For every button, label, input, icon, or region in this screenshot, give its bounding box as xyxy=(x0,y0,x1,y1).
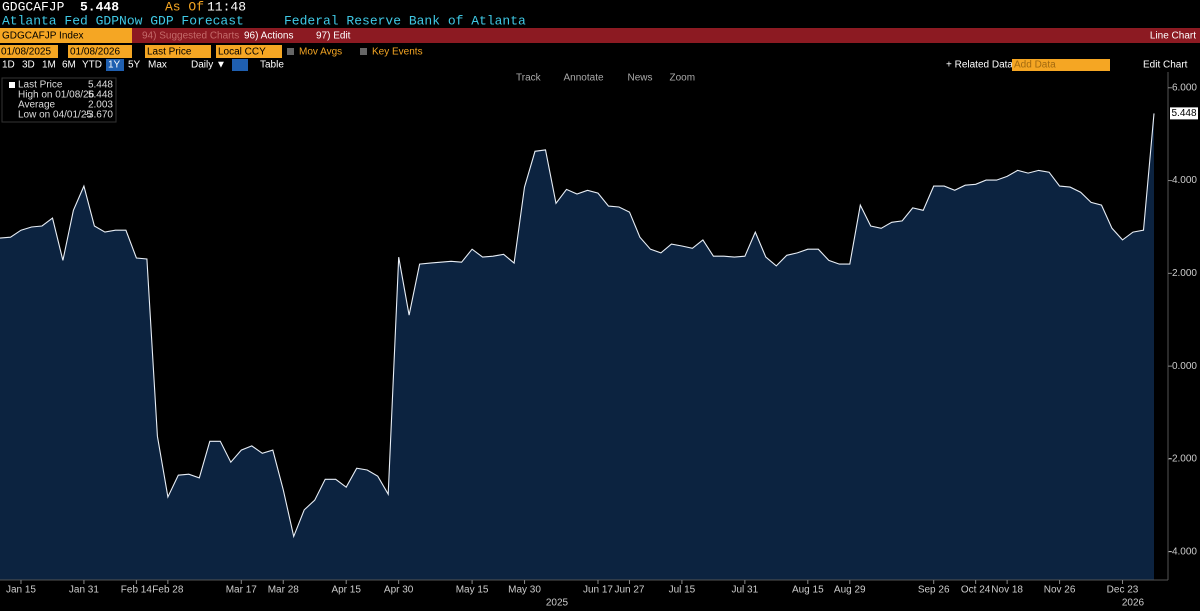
period[interactable]: Max xyxy=(148,60,167,71)
x-tick-label: May 30 xyxy=(508,585,541,596)
add-data-box[interactable] xyxy=(1012,59,1110,71)
source: Federal Reserve Bank of Atlanta xyxy=(284,13,526,28)
period[interactable]: 1M xyxy=(42,60,56,71)
x-tick-label: May 15 xyxy=(456,585,489,596)
period[interactable]: 1D xyxy=(2,60,15,71)
field[interactable]: Last Price xyxy=(147,47,192,58)
period[interactable]: 1Y xyxy=(108,60,121,71)
x-tick-label: Mar 28 xyxy=(268,585,300,596)
add-data[interactable]: Add Data xyxy=(1014,60,1056,71)
x-tick-label: Jan 15 xyxy=(6,585,36,596)
description: Atlanta Fed GDPNow GDP Forecast xyxy=(2,13,244,28)
line-icon[interactable] xyxy=(232,59,248,71)
period[interactable]: YTD xyxy=(82,60,102,71)
start-box[interactable] xyxy=(0,45,58,58)
actions[interactable]: 96) Actions xyxy=(244,31,293,42)
ccy-box[interactable] xyxy=(216,45,282,58)
checkbox[interactable] xyxy=(287,48,294,55)
start-date[interactable]: 01/08/2025 xyxy=(1,47,51,58)
year-label: 2025 xyxy=(546,598,569,609)
frequency[interactable]: Daily ▼ xyxy=(191,60,226,71)
y-tick-label: 6.000 xyxy=(1172,82,1197,93)
legend-value: 5.448 xyxy=(88,80,113,91)
x-tick-label: Jul 15 xyxy=(669,585,696,596)
field-box[interactable] xyxy=(145,45,211,58)
x-tick-label: Feb 14 xyxy=(121,585,153,596)
x-tick-label: Aug 29 xyxy=(834,585,866,596)
related-data[interactable]: + Related Data xyxy=(946,60,1013,71)
end-box[interactable] xyxy=(68,45,132,58)
period[interactable]: 5Y xyxy=(128,60,141,71)
chart-tool[interactable]: News xyxy=(628,73,653,84)
chart-tool[interactable]: Annotate xyxy=(564,73,604,84)
y-tick-label: 0.000 xyxy=(1172,361,1197,372)
table[interactable]: Table xyxy=(260,60,284,71)
legend-label: Average xyxy=(18,100,56,111)
last-value-label: 5.448 xyxy=(1171,108,1196,119)
key-events[interactable]: Key Events xyxy=(372,47,423,58)
legend-label: Low on 04/01/25 xyxy=(18,110,92,121)
y-tick-label: 2.000 xyxy=(1172,268,1197,279)
period-selected[interactable] xyxy=(106,59,124,71)
legend-value: 5.448 xyxy=(88,90,113,101)
x-tick-label: Jun 17 xyxy=(583,585,613,596)
area xyxy=(0,113,1154,581)
edit-chart[interactable]: Edit Chart xyxy=(1143,60,1188,71)
mov-avgs[interactable]: Mov Avgs xyxy=(299,47,342,58)
line xyxy=(0,113,1155,539)
period[interactable]: 3D xyxy=(22,60,35,71)
legend-box xyxy=(1,77,117,123)
chart-tool[interactable]: Zoom xyxy=(670,73,696,84)
chart-tool[interactable]: Track xyxy=(516,73,542,84)
y-tick-label: -4.000 xyxy=(1169,546,1198,557)
periods: 1D 3D 1M 6M YTD 1Y 5Y Max xyxy=(2,59,167,71)
as-of: As Of xyxy=(165,0,204,14)
suggested-charts[interactable]: 94) Suggested Charts xyxy=(142,31,239,42)
x-tick-label: Jan 31 xyxy=(69,585,99,596)
plot: -4.000 -2.000 0.000 2.000 4.000 6.000 5.448 Jan… xyxy=(0,72,1198,596)
x-tick-label: Apr 15 xyxy=(331,585,361,596)
chart-type[interactable]: Line Chart xyxy=(1150,31,1196,42)
index[interactable]: GDGCAFJP Index xyxy=(2,31,84,42)
x-tick-label: Sep 26 xyxy=(918,585,950,596)
y-tick-label: 4.000 xyxy=(1172,175,1197,186)
x-tick-label: Mar 17 xyxy=(226,585,258,596)
ticker: GDGCAFJP xyxy=(2,0,65,14)
time: 11:48 xyxy=(207,0,246,14)
x-tick-label: Feb 28 xyxy=(152,585,184,596)
end-date[interactable]: 01/08/2026 xyxy=(70,47,120,58)
legend-label: High on 01/08/26 xyxy=(18,90,95,101)
x-tick-label: Oct 24 xyxy=(961,585,991,596)
x-tick-label: Nov 18 xyxy=(991,585,1023,596)
year-label: 2026 xyxy=(1122,598,1145,609)
toolbar xyxy=(0,28,1200,43)
x-tick-label: Nov 26 xyxy=(1044,585,1076,596)
checkbox[interactable] xyxy=(360,48,367,55)
legend-value: 2.003 xyxy=(88,100,113,111)
period[interactable]: 6M xyxy=(62,60,76,71)
ccy[interactable]: Local CCY xyxy=(218,47,266,58)
x-tick-label: Aug 15 xyxy=(792,585,824,596)
legend-label: Last Price xyxy=(18,80,63,91)
x-tick-label: Jul 31 xyxy=(732,585,759,596)
edit[interactable]: 97) Edit xyxy=(316,31,351,42)
x-tick-label: Jun 27 xyxy=(614,585,644,596)
x-tick-label: Dec 23 xyxy=(1107,585,1139,596)
legend-swatch xyxy=(9,82,15,88)
y-tick-label: -2.000 xyxy=(1169,454,1198,465)
legend-value: -3.670 xyxy=(85,110,114,121)
x-tick-label: Apr 30 xyxy=(384,585,414,596)
price: 5.448 xyxy=(80,0,119,14)
chart-tools: Track Annotate News Zoom xyxy=(516,73,695,84)
last-value-box xyxy=(1170,107,1198,120)
index-box[interactable] xyxy=(0,28,132,43)
